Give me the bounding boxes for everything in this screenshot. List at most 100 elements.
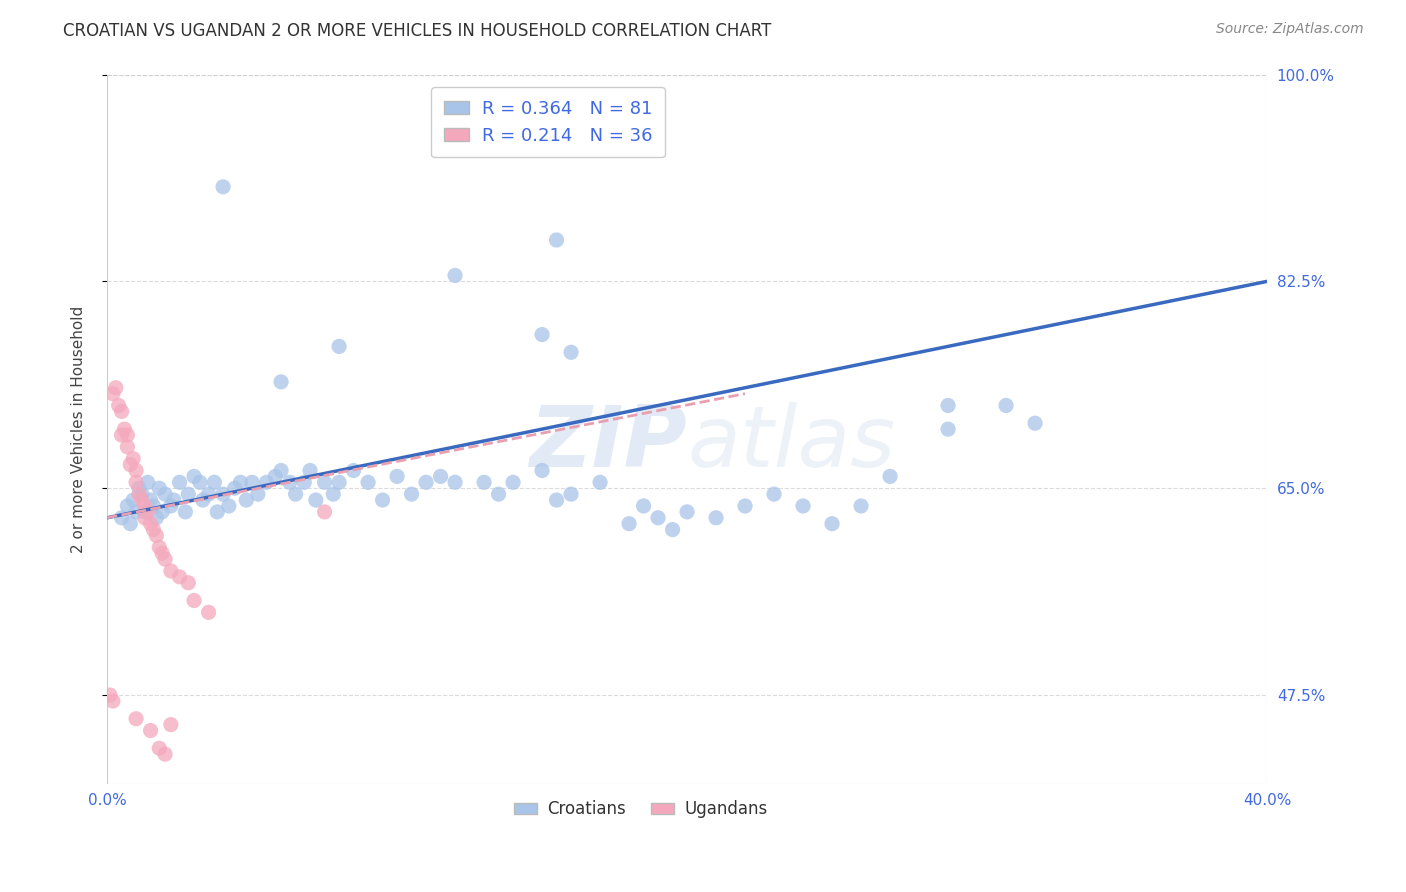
Point bbox=[110, 404, 132, 418]
Point bbox=[197, 605, 219, 619]
Point bbox=[169, 570, 191, 584]
Point bbox=[676, 505, 699, 519]
Point bbox=[104, 381, 127, 395]
Point bbox=[136, 505, 159, 519]
Point bbox=[328, 475, 350, 490]
Point bbox=[142, 499, 165, 513]
Point bbox=[792, 499, 814, 513]
Point bbox=[202, 475, 225, 490]
Point bbox=[589, 475, 612, 490]
Point bbox=[385, 469, 408, 483]
Text: Source: ZipAtlas.com: Source: ZipAtlas.com bbox=[1216, 22, 1364, 37]
Point bbox=[117, 428, 139, 442]
Point bbox=[110, 510, 132, 524]
Point bbox=[342, 463, 364, 477]
Point bbox=[145, 528, 167, 542]
Point bbox=[305, 493, 328, 508]
Point bbox=[229, 475, 252, 490]
Point bbox=[224, 481, 246, 495]
Point bbox=[122, 493, 145, 508]
Point bbox=[120, 458, 142, 472]
Point bbox=[995, 399, 1018, 413]
Legend: Croatians, Ugandans: Croatians, Ugandans bbox=[508, 794, 775, 825]
Point bbox=[240, 475, 263, 490]
Text: atlas: atlas bbox=[688, 401, 896, 485]
Point bbox=[148, 481, 170, 495]
Point bbox=[148, 541, 170, 555]
Point bbox=[849, 499, 872, 513]
Point bbox=[936, 399, 959, 413]
Point bbox=[160, 717, 183, 731]
Point bbox=[153, 747, 176, 761]
Text: CROATIAN VS UGANDAN 2 OR MORE VEHICLES IN HOUSEHOLD CORRELATION CHART: CROATIAN VS UGANDAN 2 OR MORE VEHICLES I… bbox=[63, 22, 772, 40]
Point bbox=[531, 327, 554, 342]
Point bbox=[502, 475, 524, 490]
Point bbox=[212, 487, 235, 501]
Point bbox=[191, 493, 214, 508]
Point bbox=[661, 523, 683, 537]
Point bbox=[122, 451, 145, 466]
Point bbox=[188, 475, 211, 490]
Point bbox=[401, 487, 423, 501]
Point bbox=[734, 499, 756, 513]
Point bbox=[153, 487, 176, 501]
Point bbox=[153, 552, 176, 566]
Point bbox=[169, 475, 191, 490]
Point bbox=[134, 499, 156, 513]
Y-axis label: 2 or more Vehicles in Household: 2 or more Vehicles in Household bbox=[72, 305, 86, 553]
Point bbox=[821, 516, 844, 531]
Point bbox=[270, 463, 292, 477]
Point bbox=[328, 339, 350, 353]
Point bbox=[357, 475, 380, 490]
Point bbox=[284, 487, 307, 501]
Point bbox=[134, 505, 156, 519]
Point bbox=[444, 268, 467, 283]
Point bbox=[444, 475, 467, 490]
Point bbox=[177, 575, 200, 590]
Point bbox=[125, 475, 148, 490]
Point bbox=[212, 179, 235, 194]
Point bbox=[371, 493, 394, 508]
Point bbox=[617, 516, 640, 531]
Point bbox=[314, 475, 336, 490]
Point bbox=[101, 386, 124, 401]
Point bbox=[148, 741, 170, 756]
Point bbox=[821, 800, 844, 814]
Point bbox=[174, 505, 197, 519]
Point bbox=[560, 345, 582, 359]
Point bbox=[134, 510, 156, 524]
Point bbox=[114, 422, 136, 436]
Point bbox=[207, 505, 229, 519]
Point bbox=[278, 475, 301, 490]
Point bbox=[270, 375, 292, 389]
Point bbox=[218, 499, 240, 513]
Point bbox=[246, 487, 269, 501]
Point bbox=[546, 233, 568, 247]
Point bbox=[1024, 416, 1046, 430]
Point bbox=[128, 487, 150, 501]
Point bbox=[531, 463, 554, 477]
Point bbox=[197, 487, 219, 501]
Point bbox=[142, 523, 165, 537]
Point bbox=[472, 475, 495, 490]
Point bbox=[110, 428, 132, 442]
Point bbox=[488, 487, 510, 501]
Point bbox=[98, 688, 121, 702]
Point bbox=[415, 475, 437, 490]
Point bbox=[429, 469, 451, 483]
Point bbox=[264, 469, 287, 483]
Point bbox=[125, 463, 148, 477]
Point bbox=[292, 475, 315, 490]
Point bbox=[560, 487, 582, 501]
Point bbox=[183, 469, 205, 483]
Point bbox=[322, 487, 344, 501]
Point bbox=[704, 510, 727, 524]
Point bbox=[139, 493, 162, 508]
Point bbox=[936, 422, 959, 436]
Point bbox=[150, 505, 173, 519]
Point bbox=[314, 505, 336, 519]
Point bbox=[160, 499, 183, 513]
Point bbox=[633, 499, 655, 513]
Text: ZIP: ZIP bbox=[530, 401, 688, 485]
Point bbox=[139, 723, 162, 738]
